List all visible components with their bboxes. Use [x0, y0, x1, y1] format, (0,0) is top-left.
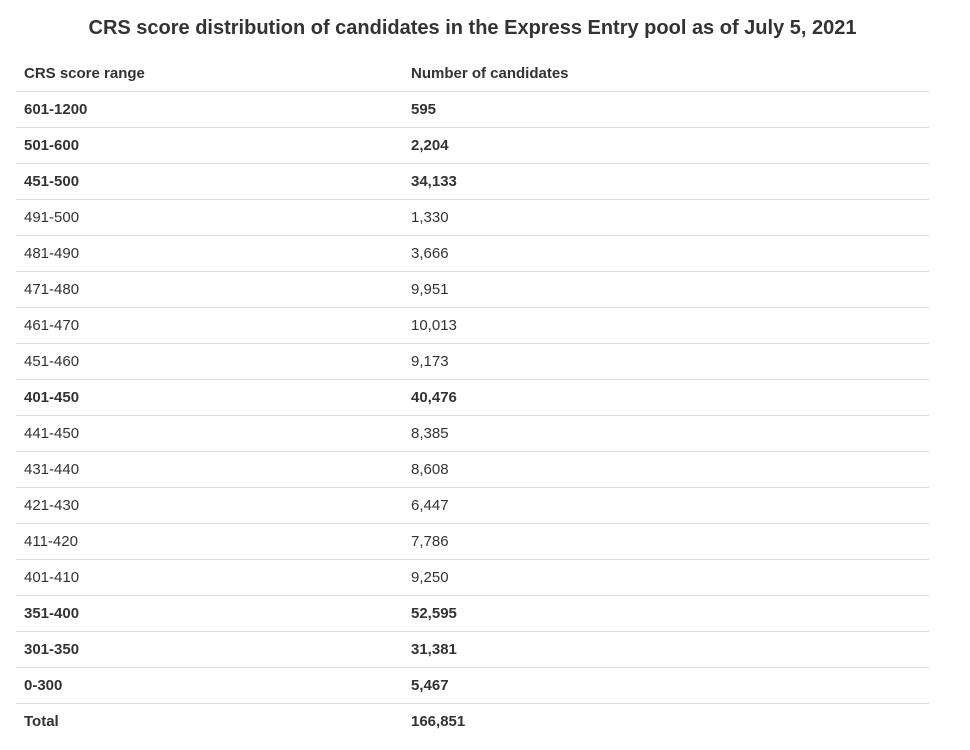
table-row: 401-410 9,250	[16, 559, 929, 596]
candidate-count-cell: 595	[403, 91, 929, 128]
candidate-count-cell: 52,595	[403, 595, 929, 632]
score-range-cell: 441-450	[16, 415, 403, 452]
candidate-count-cell: 9,173	[403, 343, 929, 380]
score-range-cell: 401-410	[16, 559, 403, 596]
candidate-count-cell: 7,786	[403, 523, 929, 560]
score-range-cell: 351-400	[16, 595, 403, 632]
candidate-count-cell: 3,666	[403, 235, 929, 272]
candidate-count-cell: 31,381	[403, 631, 929, 668]
candidate-count-cell: 2,204	[403, 127, 929, 164]
table-row: 461-470 10,013	[16, 307, 929, 344]
table-row: 451-500 34,133	[16, 163, 929, 200]
table-header-row: CRS score range Number of candidates	[16, 56, 929, 92]
table-row: 421-430 6,447	[16, 487, 929, 524]
score-range-cell: 451-500	[16, 163, 403, 200]
table-row: 411-420 7,786	[16, 523, 929, 560]
crs-distribution-table: CRS score range Number of candidates 601…	[16, 56, 929, 739]
score-range-cell: 0-300	[16, 667, 403, 704]
table-row: 481-490 3,666	[16, 235, 929, 272]
score-range-cell: 421-430	[16, 487, 403, 524]
table-row: 451-460 9,173	[16, 343, 929, 380]
candidate-count-cell: 6,447	[403, 487, 929, 524]
candidate-count-cell: 5,467	[403, 667, 929, 704]
score-range-cell: Total	[24, 713, 59, 730]
score-range-cell: 601-1200	[16, 91, 403, 128]
score-range-cell: 301-350	[16, 631, 403, 668]
table-row: 301-350 31,381	[16, 631, 929, 668]
table-row: 351-400 52,595	[16, 595, 929, 632]
table-total-row: Total 166,851	[16, 704, 929, 740]
table-row: 401-450 40,476	[16, 379, 929, 416]
score-range-cell: 401-450	[16, 379, 403, 416]
candidate-count-cell: 40,476	[403, 379, 929, 416]
candidate-count-cell: 8,385	[403, 415, 929, 452]
candidate-count-cell: 166,851	[411, 713, 466, 730]
table-body: 601-1200 595 501-600 2,204 451-500 34,133 491-…	[16, 91, 929, 740]
table-row: 441-450 8,385	[16, 415, 929, 452]
table-row: 431-440 8,608	[16, 451, 929, 488]
table-row: 491-500 1,330	[16, 199, 929, 236]
candidate-count-cell: 10,013	[403, 307, 929, 344]
score-range-cell: 471-480	[16, 271, 403, 308]
candidate-count-cell: 8,608	[403, 451, 929, 488]
table-row: 501-600 2,204	[16, 127, 929, 164]
column-header-candidates: Number of candidates	[403, 56, 929, 92]
candidate-count-cell: 9,250	[403, 559, 929, 596]
column-header-score-range: CRS score range	[16, 56, 403, 92]
score-range-cell: 431-440	[16, 451, 403, 488]
candidate-count-cell: 9,951	[403, 271, 929, 308]
table-row: 601-1200 595	[16, 91, 929, 128]
score-range-cell: 481-490	[16, 235, 403, 272]
table-row: 0-300 5,467	[16, 667, 929, 704]
table-row: 471-480 9,951	[16, 271, 929, 308]
candidate-count-cell: 34,133	[403, 163, 929, 200]
score-range-cell: 461-470	[16, 307, 403, 344]
table-title: CRS score distribution of candidates in …	[88, 17, 857, 39]
score-range-cell: 411-420	[16, 523, 403, 560]
candidate-count-cell: 1,330	[403, 199, 929, 236]
score-range-cell: 491-500	[16, 199, 403, 236]
score-range-cell: 451-460	[16, 343, 403, 380]
score-range-cell: 501-600	[16, 127, 403, 164]
